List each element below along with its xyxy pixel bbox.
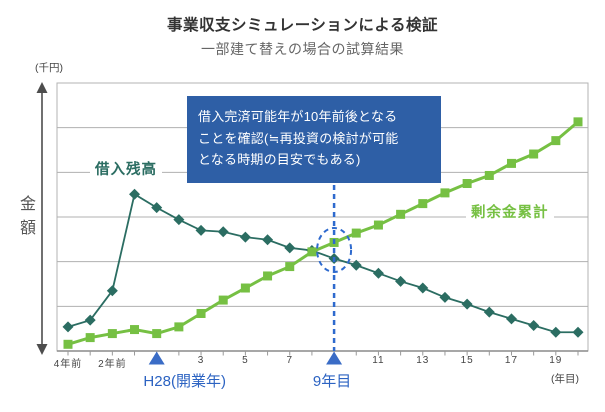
loan-series-point-marker: [505, 313, 517, 325]
surplus-series-point-marker: [263, 271, 273, 281]
x-axis-tick-label: 13: [416, 355, 430, 366]
x-axis-tick-label: 5: [242, 355, 249, 366]
x-axis-tick-label: 11: [372, 355, 385, 366]
loan-series-point-marker: [284, 242, 296, 254]
surplus-series-point-marker: [240, 283, 250, 293]
timeline-marker-label: H28(開業年): [143, 373, 226, 390]
loan-series-label: 借入残高: [90, 161, 162, 179]
loan-series-point-marker: [350, 259, 362, 271]
chart-title: 事業収支シミュレーションによる検証: [167, 17, 438, 34]
y-axis-arrow-down-icon: [36, 344, 48, 355]
surplus-series-point-marker: [85, 333, 95, 343]
surplus-series-point-marker: [196, 308, 206, 318]
surplus-series-point-marker: [551, 136, 561, 146]
x-axis-unit-label: (年目): [551, 373, 579, 385]
loan-series-point-marker: [106, 285, 118, 297]
timeline-triangle-icon: [326, 351, 343, 365]
loan-series-point-marker: [528, 320, 540, 332]
surplus-series-point-marker: [63, 339, 73, 349]
x-axis-tick-label: 3: [197, 355, 205, 366]
loan-series-point-marker: [195, 224, 207, 236]
x-axis-tick-label: 7: [286, 355, 294, 366]
surplus-series-point-marker: [107, 329, 117, 339]
y-axis-unit-label: (千円): [35, 62, 63, 74]
y-axis-label: 金 額: [20, 196, 37, 237]
loan-series-point-marker: [262, 234, 274, 246]
surplus-series-point-marker: [351, 228, 361, 238]
loan-series-point-marker: [173, 214, 185, 226]
chart-subtitle: 一部建て替えの場合の試算結果: [201, 41, 404, 57]
surplus-series-point-marker: [396, 209, 406, 219]
surplus-series-point-marker: [285, 262, 295, 272]
timeline-triangle-icon: [148, 351, 165, 365]
x-axis-tick-label: 2年前: [98, 359, 127, 370]
loan-series-point-marker: [84, 314, 96, 326]
surplus-series-point-marker: [573, 117, 583, 127]
highlight-dashed-circle: [316, 227, 353, 273]
x-axis-tick-label: 19: [549, 355, 563, 366]
surplus-series-point-marker: [506, 158, 516, 168]
loan-series-point-marker: [395, 275, 407, 287]
surplus-series-point-marker: [462, 179, 472, 188]
surplus-series-point-marker: [152, 329, 162, 339]
surplus-series-point-marker: [484, 170, 494, 180]
surplus-series-point-marker: [218, 295, 228, 305]
surplus-series-point-marker: [373, 220, 383, 230]
loan-series-point-marker: [572, 326, 584, 338]
loan-series-point-marker: [372, 267, 384, 279]
x-axis-tick-label: 15: [460, 355, 474, 366]
loan-series-point-marker: [217, 226, 229, 238]
surplus-series-point-marker: [418, 199, 428, 209]
loan-series-point-marker: [239, 231, 251, 243]
surplus-series-point-marker: [529, 149, 539, 159]
surplus-series-point-marker: [440, 188, 450, 198]
loan-series-point-marker: [550, 326, 562, 338]
annotation-callout: 借入完済可能年が10年前後となる ことを確認(≒再投資の検討が可能 となる時期の…: [187, 96, 441, 183]
loan-series-point-marker: [439, 291, 451, 303]
y-axis-arrow-up-icon: [36, 82, 48, 93]
surplus-series-point-marker: [307, 247, 317, 257]
x-axis-tick-label: 17: [504, 355, 519, 366]
surplus-series-point-marker: [130, 325, 140, 335]
loan-series-point-marker: [62, 321, 74, 333]
surplus-series-label: 剰余金累計: [466, 204, 554, 222]
loan-series-point-marker: [151, 202, 163, 214]
x-axis-tick-label: 4年前: [53, 359, 83, 370]
loan-series-point-marker: [461, 298, 473, 310]
loan-series-point-marker: [417, 282, 429, 294]
loan-series-point-marker: [129, 188, 141, 200]
timeline-marker-label: 9年目: [312, 373, 352, 390]
surplus-series-point-marker: [174, 322, 184, 332]
loan-series-point-marker: [483, 306, 495, 318]
